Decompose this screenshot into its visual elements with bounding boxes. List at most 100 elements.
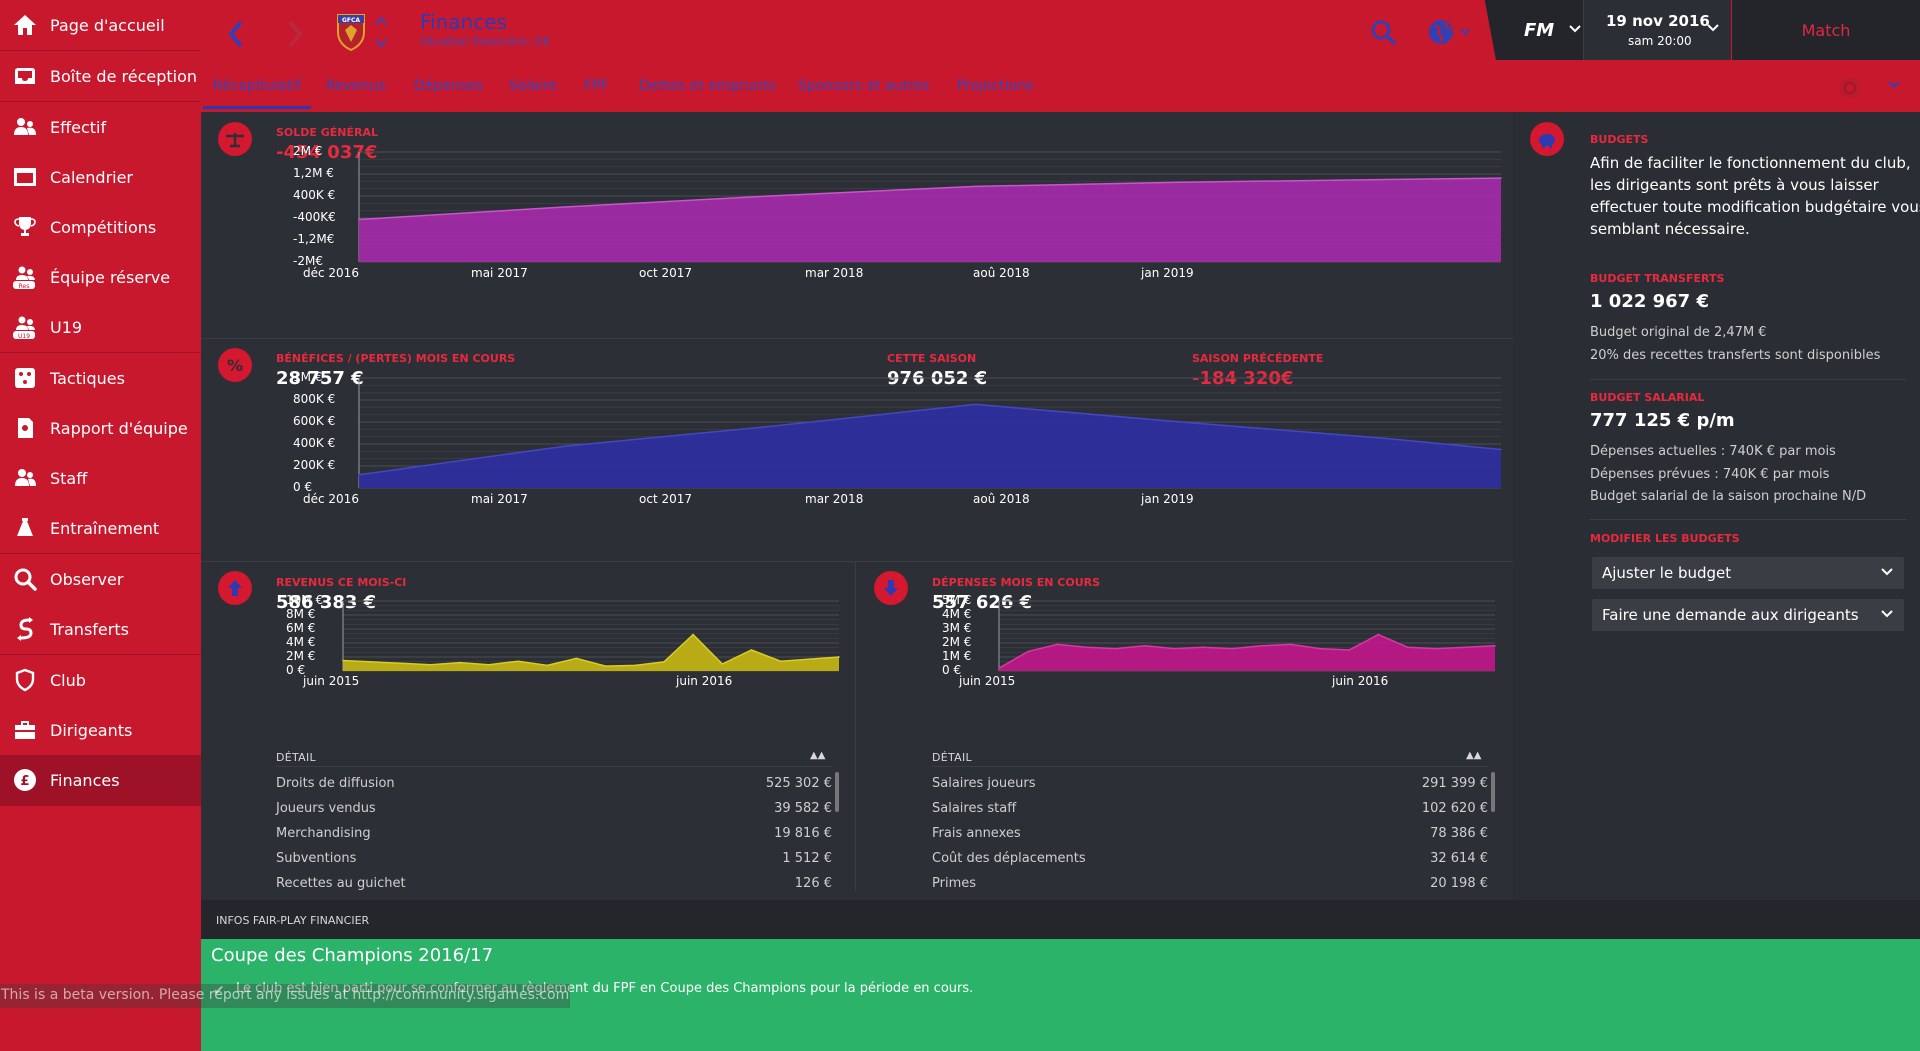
- income-value: 586 383 €: [276, 592, 377, 613]
- sidebar-item-u19[interactable]: U19 U19: [0, 302, 201, 352]
- sidebar-item-scouting[interactable]: Observer: [0, 554, 201, 604]
- fm-menu-button[interactable]: FM: [1484, 0, 1590, 60]
- detail-row-label: Joueurs vendus: [276, 801, 376, 816]
- club-crest-icon: GFCA: [337, 14, 365, 52]
- detail-row[interactable]: Frais annexes 78 386 €: [932, 822, 1488, 847]
- x-tick-label: aoû 2018: [973, 266, 1030, 280]
- season-label: CETTE SAISON: [887, 352, 977, 365]
- tactics-icon: [12, 365, 38, 391]
- wage-budget-value: 777 125 € p/m: [1590, 410, 1735, 431]
- sidebar-item-training[interactable]: Entraînement: [0, 503, 201, 553]
- chart-data-point: [1114, 647, 1117, 650]
- ffp-header: INFOS FAIR-PLAY FINANCIER: [201, 900, 1920, 939]
- detail-row[interactable]: Salaires joueurs 291 399 €: [932, 772, 1488, 797]
- detail-row-label: Subventions: [276, 851, 357, 866]
- chart-data-point: [1180, 421, 1183, 423]
- detail-row[interactable]: Coût des déplacements 32 614 €: [932, 847, 1488, 872]
- sidebar-item-transfers[interactable]: Transferts: [0, 604, 201, 654]
- scrollbar[interactable]: [1491, 772, 1495, 812]
- prev-season-label: SAISON PRÉCÉDENTE: [1192, 352, 1324, 365]
- sidebar-item-finances[interactable]: £ Finances: [0, 755, 201, 805]
- profit-value: 28 757 €: [276, 368, 364, 389]
- sidebar-item-inbox[interactable]: Boîte de réception: [0, 51, 201, 101]
- sidebar-item-tactics[interactable]: Tactiques: [0, 353, 201, 403]
- sort-icon[interactable]: ▲▲: [810, 750, 826, 761]
- detail-row[interactable]: Droits de diffusion 525 302 €: [276, 772, 832, 797]
- scrollbar[interactable]: [835, 772, 839, 812]
- social-button[interactable]: [1427, 16, 1475, 48]
- y-tick-label: -400K€: [293, 210, 336, 224]
- detail-row[interactable]: Joueurs vendus 39 582 €: [276, 797, 832, 822]
- divider: [1590, 519, 1906, 520]
- chart-data-point: [358, 474, 360, 476]
- tab-sponsors[interactable]: Sponsors et autres: [798, 78, 930, 94]
- sidebar-item-club[interactable]: Club: [0, 655, 201, 705]
- detail-row[interactable]: Subventions 1 512 €: [276, 847, 832, 872]
- sidebar-item-home[interactable]: Page d'accueil: [0, 0, 201, 50]
- match-button[interactable]: Match: [1732, 0, 1920, 60]
- divider: [855, 561, 856, 891]
- detail-row[interactable]: Merchandising 19 816 €: [276, 822, 832, 847]
- tab-expenses[interactable]: Dépenses: [414, 78, 483, 94]
- chart-data-point: [1435, 647, 1438, 650]
- tab-summary[interactable]: Récapitulatif: [203, 78, 311, 109]
- forward-button[interactable]: [277, 14, 311, 54]
- chart-data-point: [1231, 647, 1234, 650]
- staff-icon: [12, 465, 38, 491]
- page-title: Finances: [420, 10, 507, 34]
- income-chart: 10M €8M €6M €4M €2M €0 € juin 2015 juin 20…: [286, 593, 843, 692]
- chart-data-point: [358, 218, 360, 221]
- board-request-label: Faire une demande aux dirigeants: [1602, 606, 1859, 624]
- chevron-down-icon: [1881, 568, 1893, 576]
- chevron-down-icon[interactable]: [1887, 80, 1901, 90]
- ffp-panel: INFOS FAIR-PLAY FINANCIER Coupe des Cham…: [201, 900, 1920, 1051]
- club-crest[interactable]: GFCA: [334, 12, 368, 52]
- detail-row[interactable]: Salaires staff 102 620 €: [932, 797, 1488, 822]
- tab-projections[interactable]: Projections: [957, 78, 1034, 94]
- y-tick-label: 4M €: [942, 607, 972, 621]
- adjust-budget-dropdown[interactable]: Ajuster le budget: [1592, 557, 1904, 589]
- tab-ffp[interactable]: FPF: [584, 78, 609, 94]
- date-display[interactable]: 19 nov 2016 sam 20:00: [1583, 0, 1731, 60]
- back-button[interactable]: [220, 14, 254, 54]
- chart-data-point: [604, 665, 607, 667]
- sidebar-item-board[interactable]: Dirigeants: [0, 705, 201, 755]
- chart-data-point: [429, 663, 432, 666]
- sidebar-item-calendar[interactable]: Calendrier: [0, 152, 201, 202]
- sidebar-item-team-report[interactable]: Rapport d'équipe: [0, 403, 201, 453]
- detail-row[interactable]: Recettes au guichet 126 €: [276, 872, 832, 897]
- budgets-panel: BUDGETS Afin de faciliter le fonctionnem…: [1513, 112, 1920, 900]
- divider: [932, 766, 1488, 767]
- view-settings-button[interactable]: [1837, 75, 1863, 101]
- y-tick-label: 4M €: [286, 635, 316, 649]
- chart-data-point: [838, 656, 840, 658]
- sort-icon[interactable]: ▲▲: [1466, 750, 1482, 761]
- sidebar-item-reserve-team[interactable]: Res Équipe réserve: [0, 252, 201, 302]
- chevron-down-icon: [1707, 24, 1719, 32]
- budgets-intro-line: Afin de faciliter le fonctionnement du c…: [1590, 154, 1911, 172]
- board-request-dropdown[interactable]: Faire une demande aux dirigeants: [1592, 599, 1904, 631]
- detail-row-value: 525 302 €: [765, 776, 832, 791]
- club-switch-icon[interactable]: [373, 14, 389, 50]
- chart-data-point: [1085, 646, 1088, 648]
- sidebar-item-competitions[interactable]: Compétitions: [0, 202, 201, 252]
- chart-data-point: [1180, 181, 1183, 184]
- y-tick-label: 1M €: [293, 370, 323, 384]
- transfer-budget-value: 1 022 967 €: [1590, 291, 1709, 312]
- y-tick-label: 0 €: [286, 663, 306, 677]
- budgets-intro-line: effectuer toute modification budgétaire …: [1590, 198, 1920, 216]
- tab-wages[interactable]: Salaire: [509, 78, 557, 94]
- svg-text:£: £: [20, 774, 29, 789]
- sidebar-item-staff[interactable]: Staff: [0, 453, 201, 503]
- chart-svg: [358, 377, 1502, 489]
- tab-income[interactable]: Revenus: [326, 78, 386, 94]
- home-icon: [12, 12, 38, 38]
- detail-row-label: Salaires joueurs: [932, 776, 1036, 791]
- tab-debts[interactable]: Dettes et emprunts: [639, 78, 776, 94]
- search-button[interactable]: [1369, 18, 1397, 46]
- detail-row[interactable]: Primes 20 198 €: [932, 872, 1488, 897]
- sidebar-item-label: Page d'accueil: [50, 15, 165, 35]
- sidebar-item-squad[interactable]: Effectif: [0, 102, 201, 152]
- chevron-down-icon: [1569, 25, 1581, 33]
- chart-data-point: [633, 664, 636, 667]
